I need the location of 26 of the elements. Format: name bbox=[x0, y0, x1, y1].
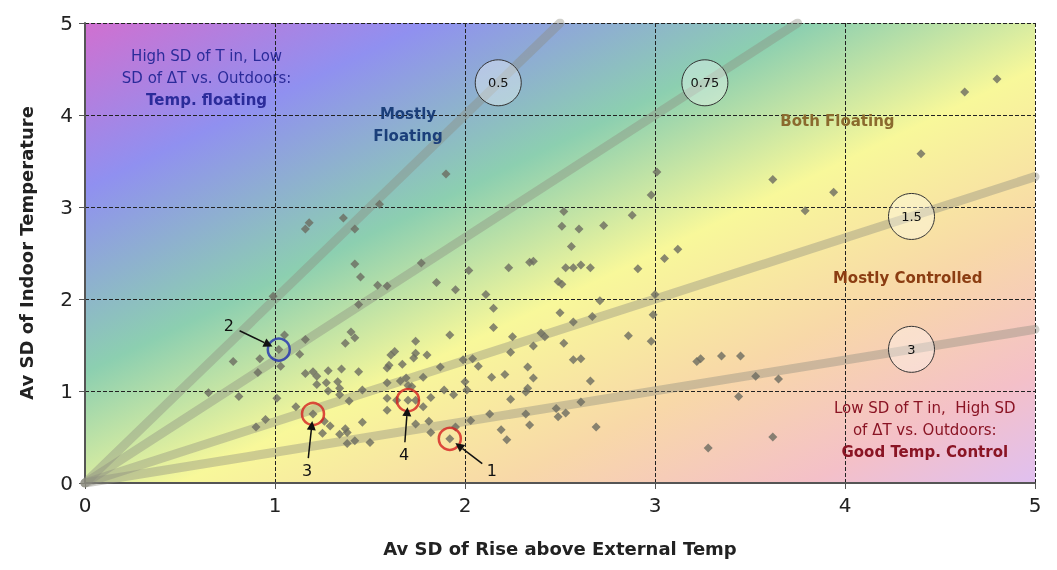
y-tick-label: 4 bbox=[60, 103, 73, 127]
x-tick-label: 2 bbox=[458, 493, 472, 517]
y-tick-label: 0 bbox=[60, 471, 73, 495]
annotation: Both Floating bbox=[780, 111, 895, 130]
annotation: 3 bbox=[301, 460, 313, 480]
annotation: 4 bbox=[398, 444, 410, 464]
x-tick-label: 3 bbox=[648, 493, 662, 517]
x-tick-label: 4 bbox=[838, 493, 852, 517]
x-tick-label: 0 bbox=[78, 493, 92, 517]
y-tick-label: 1 bbox=[60, 379, 73, 403]
annotation: Mostly Controlled bbox=[832, 269, 983, 288]
x-axis-title: Av SD of Rise above External Temp bbox=[383, 537, 737, 559]
annotation: 2 bbox=[223, 316, 234, 336]
series-label: 0.75 bbox=[690, 75, 720, 91]
y-tick-label: 5 bbox=[60, 11, 73, 35]
series-label: 1.5 bbox=[901, 208, 922, 224]
x-tick-label: 5 bbox=[1028, 493, 1042, 517]
y-tick-label: 2 bbox=[60, 287, 73, 311]
y-axis-title: Av SD of Indoor Temperature bbox=[15, 106, 37, 400]
series-label: 0.5 bbox=[487, 75, 509, 91]
annotation: High SD of T in, Low SD of ΔT vs. Outdoors: Temp. floating bbox=[121, 47, 292, 110]
annotation: 1 bbox=[486, 461, 497, 481]
series-label: 3 bbox=[907, 341, 916, 357]
annotation: Low SD of T in, High SD of ΔT vs. Outdoors: Good Temp. Control bbox=[834, 398, 1016, 461]
x-tick-label: 1 bbox=[268, 493, 282, 517]
y-tick-label: 3 bbox=[60, 195, 73, 219]
